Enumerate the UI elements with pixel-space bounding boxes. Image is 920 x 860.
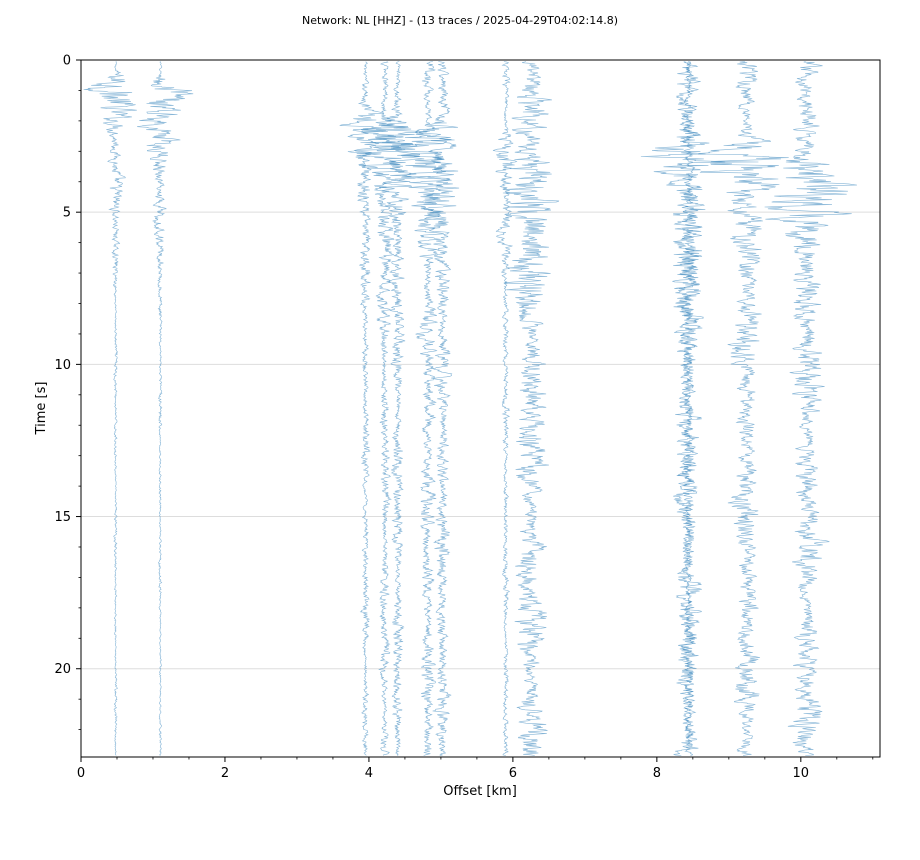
y-axis-ticks: 0 5 10 15 20: [54, 54, 81, 731]
trace-2: [137, 61, 194, 756]
grid-lines: [81, 211, 880, 670]
x-tick-label: 2: [221, 766, 229, 781]
trace-13: [764, 61, 857, 756]
trace-5: [360, 61, 428, 756]
trace-6: [392, 61, 459, 756]
y-tick-label: 20: [54, 662, 71, 677]
seismic-traces: [83, 61, 857, 756]
x-tick-label: 4: [365, 766, 373, 781]
trace-1: [83, 61, 137, 756]
y-tick-label: 10: [54, 358, 71, 373]
trace-10: [640, 61, 726, 756]
x-axis-ticks: 0 2 4 6 8 10: [77, 757, 874, 781]
x-tick-label: 6: [509, 766, 517, 781]
trace-7: [418, 61, 460, 756]
trace-9: [502, 61, 560, 756]
y-tick-label: 0: [63, 54, 71, 69]
x-tick-label: 0: [77, 766, 85, 781]
trace-8: [492, 61, 518, 756]
y-tick-label: 15: [54, 510, 71, 525]
x-tick-label: 10: [793, 766, 810, 781]
x-axis-label: Offset [km]: [443, 784, 517, 799]
trace-12: [697, 61, 789, 756]
trace-3: [339, 61, 385, 756]
trace-11: [672, 61, 706, 756]
y-axis-label: Time [s]: [34, 382, 49, 436]
trace-4: [347, 61, 414, 756]
chart-title: Network: NL [HHZ] - (13 traces / 2025-04…: [302, 14, 618, 27]
y-tick-label: 5: [63, 206, 71, 221]
x-tick-label: 8: [653, 766, 661, 781]
plot-frame: [80, 59, 881, 758]
